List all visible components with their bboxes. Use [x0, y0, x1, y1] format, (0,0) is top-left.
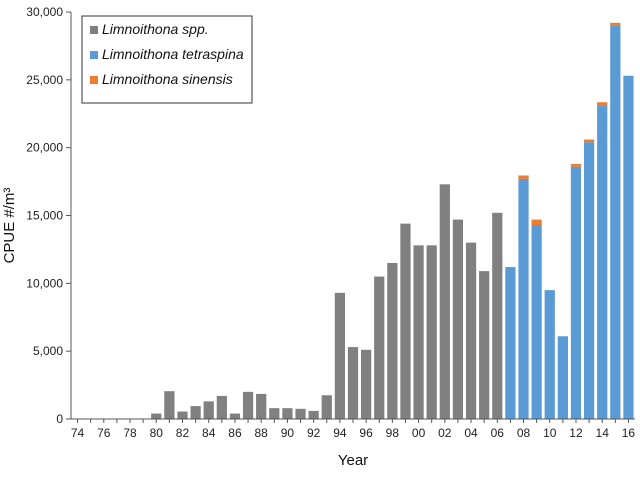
x-tick-label: 98: [386, 426, 400, 440]
bar-09-series-3: [531, 219, 542, 225]
x-tick-label: 82: [176, 426, 190, 440]
y-tick-label: 10,000: [26, 276, 63, 290]
bar-00-series-1: [413, 245, 424, 419]
x-tick-label: 76: [97, 426, 111, 440]
bar-09-series-2: [531, 225, 542, 419]
bar-90-series-1: [282, 408, 293, 419]
bar-81-series-1: [164, 391, 175, 419]
bar-82-series-1: [177, 411, 188, 419]
bar-88-series-1: [256, 393, 267, 419]
bars-group: [151, 22, 634, 420]
x-tick-label: 10: [543, 426, 557, 440]
bar-92-series-1: [308, 410, 319, 419]
bar-02-series-1: [439, 184, 450, 419]
bar-14-series-3: [597, 102, 608, 106]
y-axis-title: CPUE #/m³: [1, 188, 18, 264]
bar-03-series-1: [452, 219, 464, 419]
bar-05-series-1: [479, 271, 490, 419]
bar-97-series-1: [374, 276, 385, 419]
x-tick-label: 86: [228, 426, 242, 440]
bar-99-series-1: [400, 223, 411, 419]
x-tick-label: 04: [464, 426, 478, 440]
x-tick-label: 00: [412, 426, 426, 440]
bar-01-series-1: [426, 245, 437, 419]
y-tick-label: 25,000: [26, 73, 63, 87]
y-tick-label: 30,000: [26, 5, 63, 19]
legend-box: [81, 15, 253, 104]
bar-98-series-1: [387, 262, 398, 419]
bar-94-series-1: [334, 292, 345, 419]
x-tick-label: 78: [123, 426, 137, 440]
bar-13-series-3: [583, 139, 595, 143]
bar-95-series-1: [347, 347, 359, 419]
legend-label: Limnoithona spp.: [102, 21, 209, 37]
bar-10-series-2: [544, 290, 555, 419]
bar-12-series-2: [570, 166, 582, 419]
x-tick-label: 12: [569, 426, 583, 440]
legend-swatch: [90, 76, 98, 84]
x-tick-label: 02: [438, 426, 452, 440]
bar-89-series-1: [269, 408, 280, 419]
x-tick-label: 92: [307, 426, 321, 440]
y-ticks-group: 0 5,000 10,000 15,000 20,000 25,000 30,000: [26, 5, 71, 426]
bar-86-series-1: [229, 413, 241, 419]
x-tick-label: 94: [333, 426, 347, 440]
legend: Limnoithona spp. Limnoithona tetraspina Li…: [81, 15, 253, 104]
bar-84-series-1: [203, 401, 214, 419]
bar-08-series-3: [518, 175, 529, 179]
x-tick-label: 84: [202, 426, 216, 440]
bar-12-series-3: [570, 163, 582, 167]
y-tick-label: 20,000: [26, 141, 63, 155]
bar-83-series-1: [190, 406, 201, 419]
bar-06-series-1: [492, 212, 503, 419]
x-tick-label: 96: [359, 426, 373, 440]
bar-14-series-2: [597, 105, 608, 420]
bar-80-series-1: [151, 413, 162, 419]
x-tick-label: 80: [150, 426, 164, 440]
legend-label: Limnoithona sinensis: [102, 71, 233, 87]
x-tick-label: 74: [71, 426, 85, 440]
bar-87-series-1: [242, 391, 254, 419]
bar-93-series-1: [321, 395, 332, 419]
x-tick-label: 06: [491, 426, 505, 440]
x-tick-label: 14: [596, 426, 610, 440]
bar-91-series-1: [295, 408, 306, 419]
y-tick-label: 5,000: [33, 344, 63, 358]
bar-11-series-2: [557, 336, 568, 419]
x-tick-label: 08: [517, 426, 531, 440]
bar-08-series-2: [518, 178, 529, 419]
bar-15-series-3: [610, 22, 621, 26]
y-tick-label: 15,000: [26, 209, 63, 223]
bar-13-series-2: [583, 142, 595, 420]
bar-85-series-1: [216, 395, 227, 419]
bar-16-series-2: [623, 75, 634, 419]
x-tick-label: 90: [281, 426, 295, 440]
legend-swatch: [90, 26, 98, 34]
legend-swatch: [90, 51, 98, 59]
bar-15-series-2: [610, 25, 621, 419]
legend-label: Limnoithona tetraspina: [102, 46, 244, 62]
x-tick-label: 16: [622, 426, 636, 440]
y-tick-label: 0: [56, 412, 63, 426]
bar-07-series-2: [505, 267, 516, 419]
bar-04-series-1: [465, 242, 477, 419]
x-tick-label: 88: [255, 426, 269, 440]
x-axis-title: Year: [338, 452, 368, 469]
x-ticks-group: 74 76 78 80 82 84 86 88 90 92 94 96 98 00 02 04 06 08 10 12…: [71, 419, 636, 440]
bar-96-series-1: [361, 349, 372, 419]
